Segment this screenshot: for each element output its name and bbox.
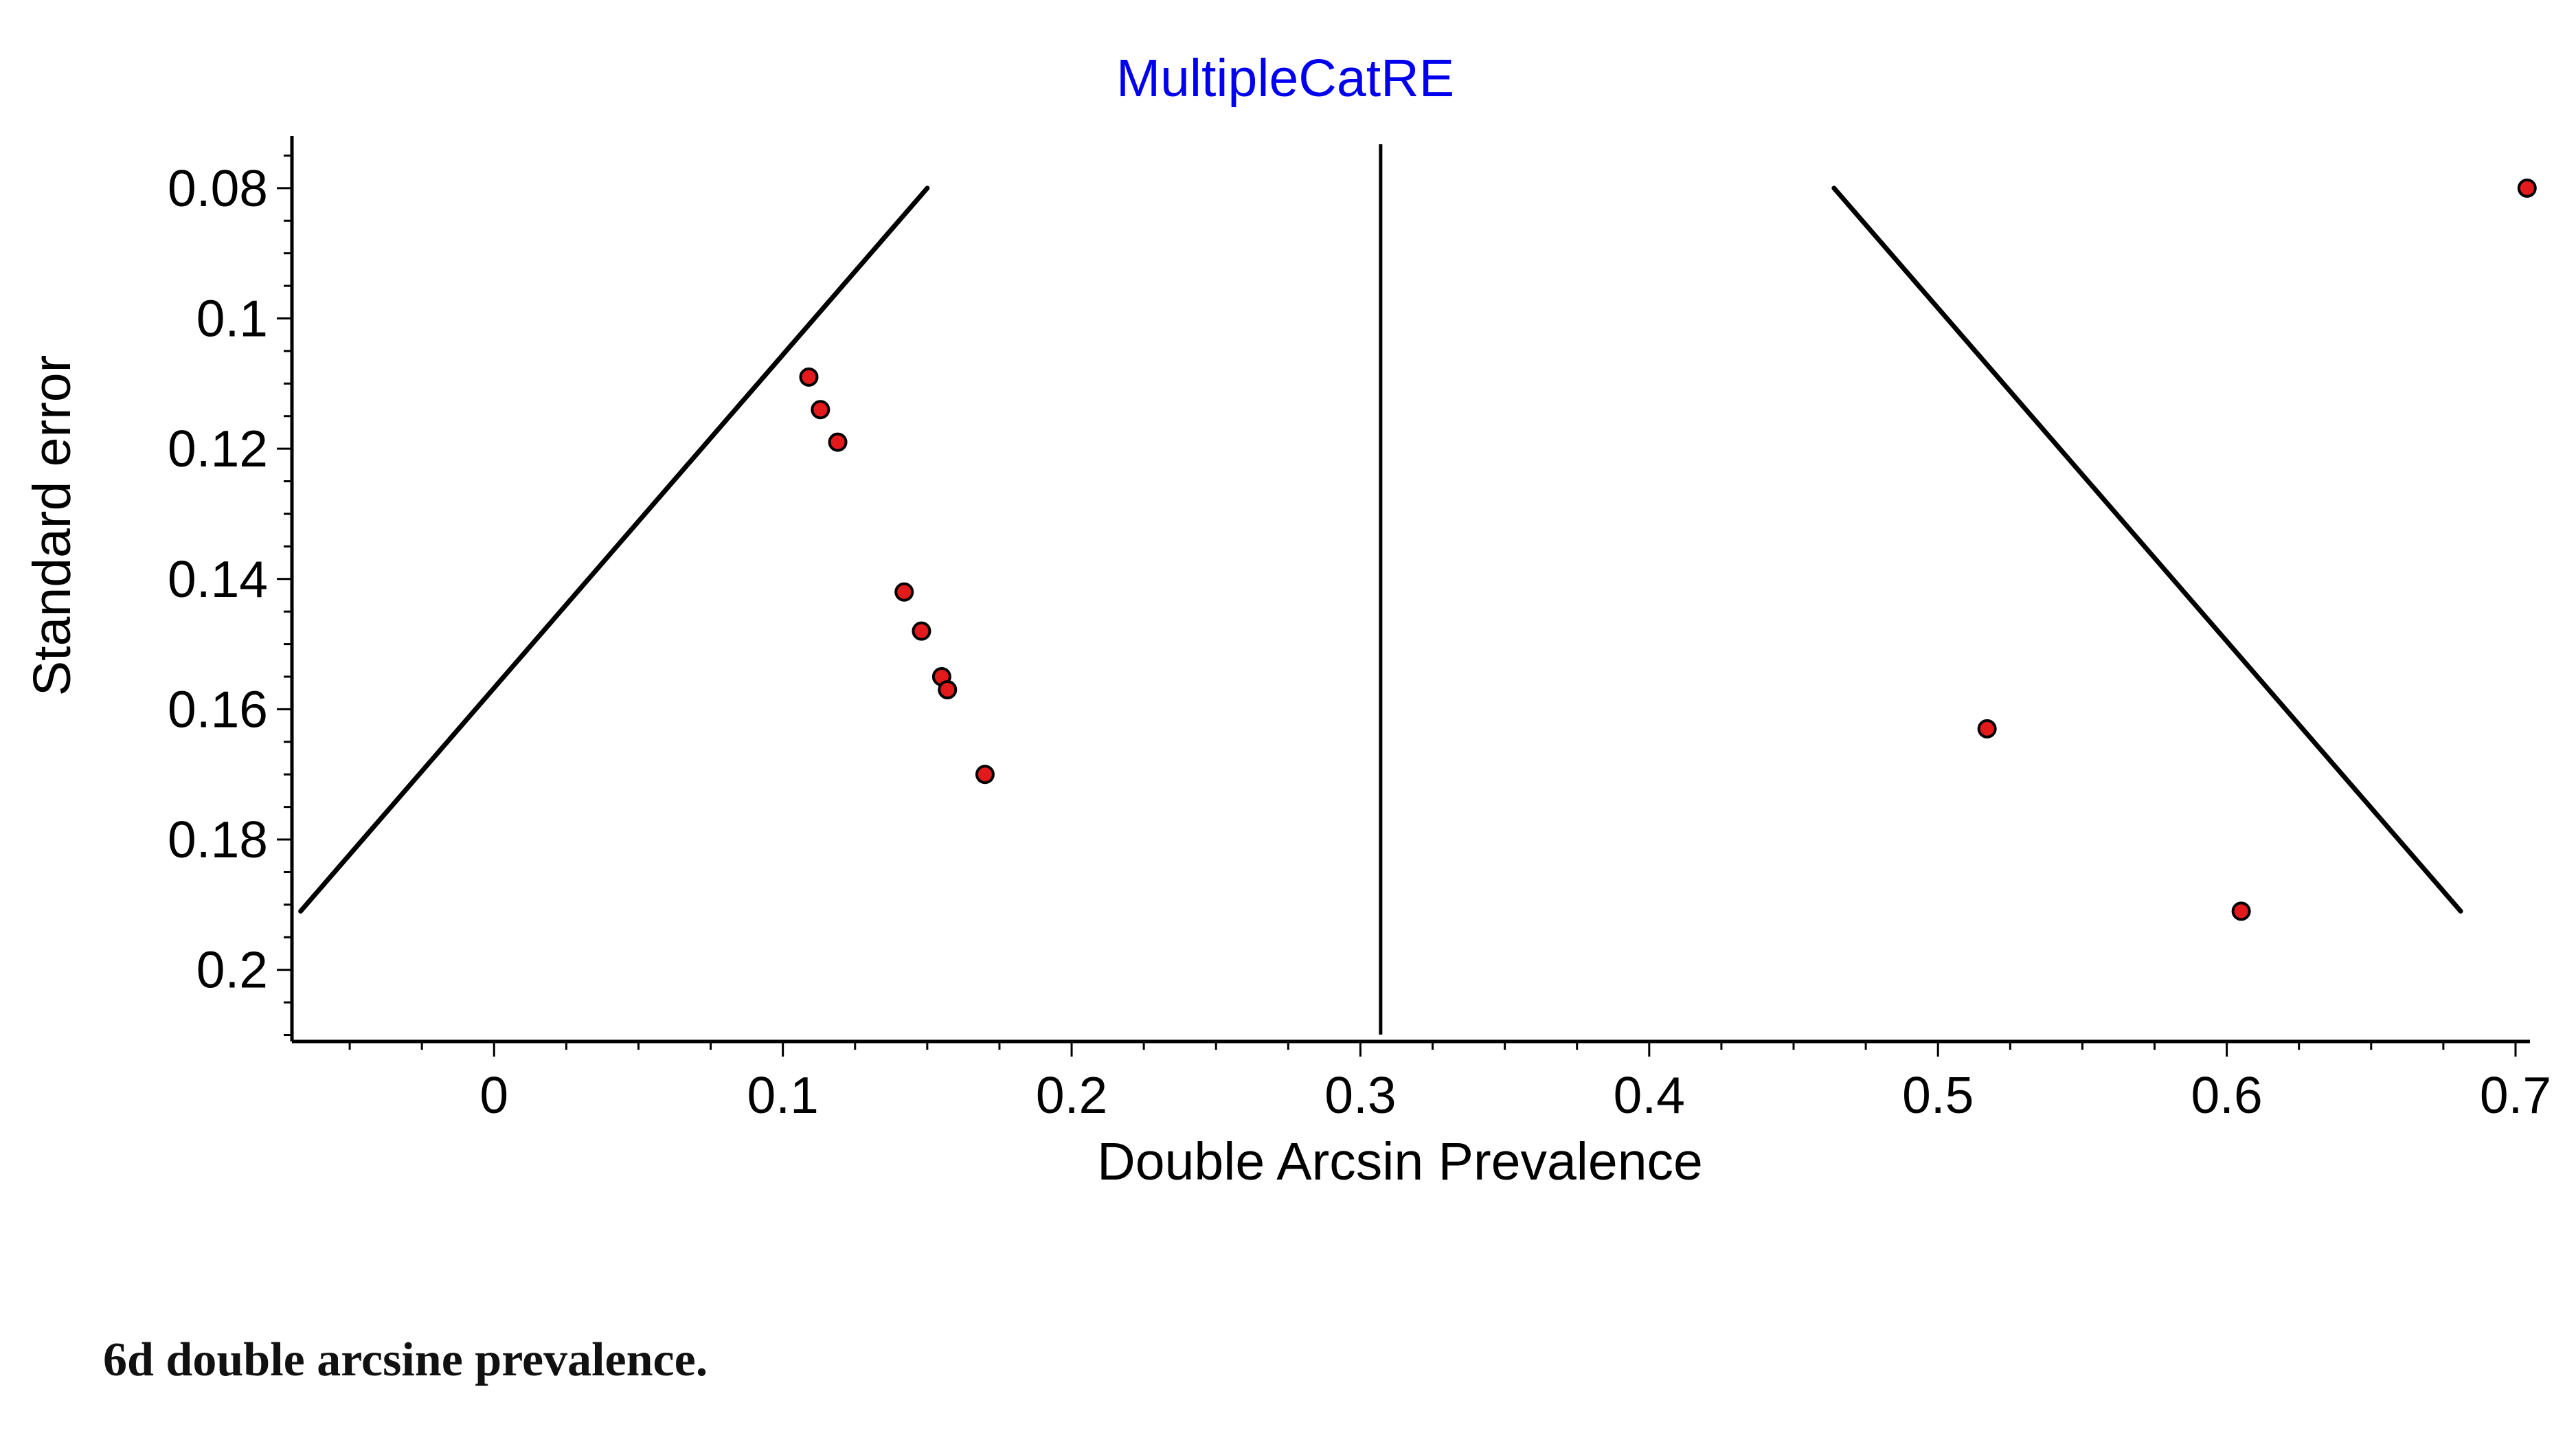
data-point [894,582,914,602]
x-axis-title: Double Arcsin Prevalence [1097,1132,1703,1191]
funnel-lines [298,144,2463,1035]
data-point [811,400,831,420]
data-point [828,432,848,452]
x-tick-label: 0.5 [1902,1066,1974,1124]
y-tick-label: 0.18 [168,811,268,868]
y-tick-label: 0.2 [196,941,268,999]
funnel-right-line [1831,185,2463,914]
y-tick-label: 0.08 [168,159,268,217]
data-point [799,367,819,387]
y-ticks: 0.08 0.1 0.12 0.14 0.16 0.18 0.2 [168,154,292,1037]
data-point [2517,178,2537,198]
data-points [799,178,2537,921]
y-tick-label: 0.16 [168,680,268,738]
axes [290,136,2530,1044]
funnel-left-line [298,185,930,914]
x-tick-label: 0 [479,1066,508,1124]
x-tick-label: 0.3 [1324,1066,1396,1124]
y-tick-label: 0.14 [168,550,268,608]
data-point [975,765,995,785]
x-tick-label: 0.6 [2191,1066,2262,1124]
data-point [938,679,958,699]
data-point [912,621,931,641]
chart-title: MultipleCatRE [1116,49,1454,108]
data-point [2231,901,2251,921]
data-point [1977,719,1997,739]
x-tick-label: 0.7 [2480,1066,2551,1124]
x-ticks: 0 0.1 0.2 0.3 0.4 0.5 0.6 0.7 [348,1041,2551,1124]
x-tick-label: 0.1 [747,1066,819,1124]
y-axis-title: Standard error [23,355,82,696]
y-tick-label: 0.12 [168,420,268,477]
y-tick-label: 0.1 [196,289,268,347]
figure-caption: 6d double arcsine prevalence. [103,1333,708,1386]
x-tick-label: 0.2 [1036,1066,1107,1124]
x-tick-label: 0.4 [1614,1066,1685,1124]
